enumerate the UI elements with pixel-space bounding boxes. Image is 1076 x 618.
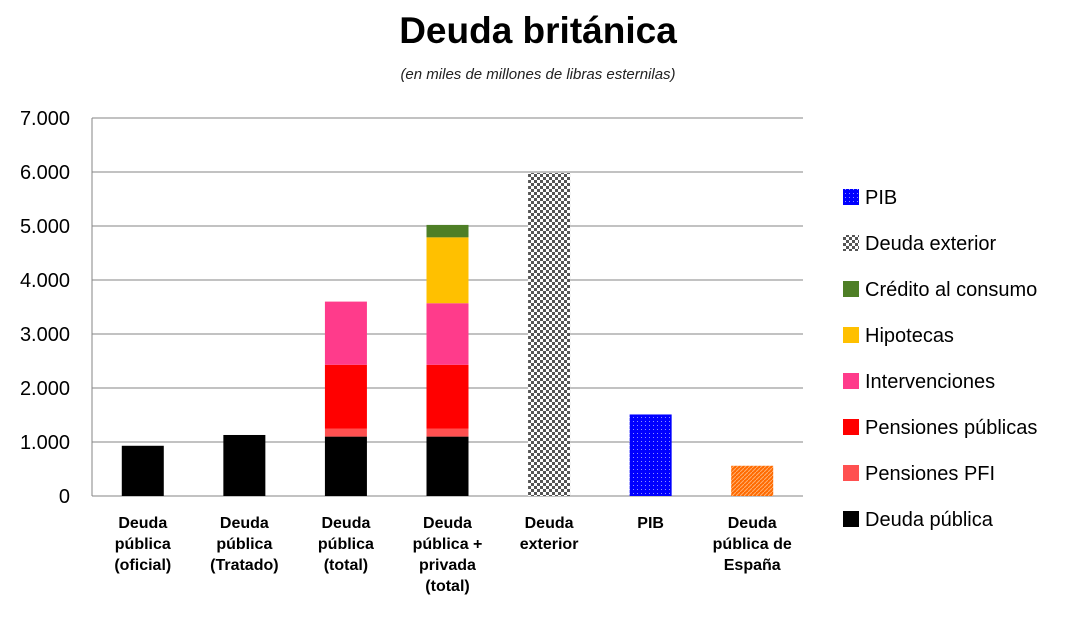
x-category-label-line: Deuda <box>220 515 269 532</box>
legend-item: Deuda exterior <box>843 233 997 255</box>
y-tick-label: 0 <box>59 486 70 508</box>
legend-swatch <box>843 281 859 297</box>
bar-segment-intervenciones <box>426 303 469 365</box>
x-category-label-line: Deuda <box>525 515 574 532</box>
legend-item: Hipotecas <box>843 325 954 347</box>
x-axis-labels: Deuda pública (oficial) Deuda pública (Tratad… <box>114 515 792 595</box>
x-category-label: Deuda pública (total) <box>318 515 374 574</box>
x-category-label-line: España <box>724 557 781 574</box>
legend-item: Pensiones PFI <box>843 463 995 485</box>
bar-segment-deuda-p-blica <box>324 436 367 496</box>
x-category-label-line: Deuda <box>728 515 777 532</box>
bar-segment-pensiones-pfi <box>324 428 367 437</box>
x-category-label-line: (total) <box>425 578 469 595</box>
legend-swatch <box>843 373 859 389</box>
x-category-label-line: (Tratado) <box>210 557 278 574</box>
bar-segment-pib <box>629 414 672 496</box>
y-tick-label: 5.000 <box>20 216 70 238</box>
chart-subtitle: (en miles de millones de libras esternil… <box>400 66 676 83</box>
y-axis-ticks: 0 1.000 2.000 3.000 4.000 5.000 6.000 7.000 <box>20 108 70 508</box>
legend-item: Intervenciones <box>843 371 995 393</box>
x-category-label: Deuda pública (oficial) <box>114 515 171 574</box>
bar-segment-pensiones-p-blicas <box>426 364 469 429</box>
x-category-label: Deuda pública (Tratado) <box>210 515 278 574</box>
x-category-label-line: pública + <box>413 536 483 553</box>
chart-title: Deuda británica <box>399 10 677 51</box>
legend-label: Pensiones públicas <box>865 417 1037 439</box>
y-tick-label: 2.000 <box>20 378 70 400</box>
x-category-label-line: (total) <box>324 557 368 574</box>
bar-segment-pensiones-pfi <box>426 428 469 437</box>
legend-item: Pensiones públicas <box>843 417 1037 439</box>
bar-segment-deuda-p-blica-de-espa-a <box>731 465 774 496</box>
bar-segment-deuda-p-blica <box>121 445 164 496</box>
legend-swatch <box>843 465 859 481</box>
x-category-label-line: exterior <box>520 536 579 553</box>
legend-label: Crédito al consumo <box>865 279 1037 301</box>
x-category-label-line: pública <box>115 536 171 553</box>
legend-swatch <box>843 419 859 435</box>
x-category-label-line: Deuda <box>423 515 472 532</box>
legend: PIB Deuda exterior Crédito al consumo Hipot… <box>843 187 1037 531</box>
x-category-label: PIB <box>637 515 664 532</box>
y-tick-label: 6.000 <box>20 162 70 184</box>
bar-segment-pensiones-p-blicas <box>324 364 367 429</box>
bar-segment-cr-dito-al-consumo <box>426 224 469 238</box>
legend-label: Hipotecas <box>865 325 954 347</box>
legend-label: PIB <box>865 187 897 209</box>
y-tick-label: 3.000 <box>20 324 70 346</box>
x-category-label-line: Deuda <box>321 515 370 532</box>
legend-swatch <box>843 327 859 343</box>
x-category-label: Deuda pública + privada (total) <box>413 515 483 595</box>
x-category-label: Deuda pública de España <box>713 515 792 574</box>
legend-item: PIB <box>843 187 897 209</box>
bar-segment-deuda-exterior <box>528 173 571 496</box>
x-category-label-line: pública de <box>713 536 792 553</box>
bar-segment-hipotecas <box>426 237 469 304</box>
x-category-label-line: pública <box>216 536 272 553</box>
x-category-label: Deuda exterior <box>520 515 579 553</box>
legend-label: Intervenciones <box>865 371 995 393</box>
x-category-label-line: privada <box>419 557 476 574</box>
legend-label: Deuda exterior <box>865 233 997 255</box>
bar-segment-intervenciones <box>324 301 367 365</box>
legend-swatch <box>843 235 859 251</box>
legend-item: Deuda pública <box>843 509 994 531</box>
legend-label: Pensiones PFI <box>865 463 995 485</box>
y-tick-label: 1.000 <box>20 432 70 454</box>
legend-label: Deuda pública <box>865 509 994 531</box>
x-category-label-line: (oficial) <box>114 557 171 574</box>
x-category-label-line: Deuda <box>118 515 167 532</box>
x-category-label-line: pública <box>318 536 374 553</box>
x-category-label-line: PIB <box>637 515 664 532</box>
y-tick-label: 7.000 <box>20 108 70 130</box>
y-tick-label: 4.000 <box>20 270 70 292</box>
legend-swatch <box>843 189 859 205</box>
bar-segment-deuda-p-blica <box>426 436 469 496</box>
legend-swatch <box>843 511 859 527</box>
bars <box>121 173 774 496</box>
bar-segment-deuda-p-blica <box>223 434 266 496</box>
legend-item: Crédito al consumo <box>843 279 1037 301</box>
